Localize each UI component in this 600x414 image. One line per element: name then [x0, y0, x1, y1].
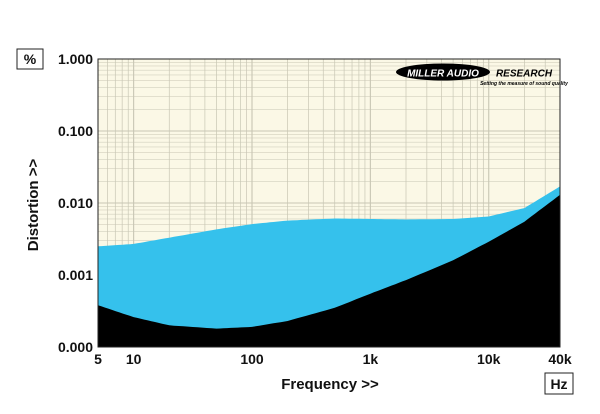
- logo-brand-right: RESEARCH: [496, 69, 553, 80]
- miller-audio-research-logo: MILLER AUDIO RESEARCH Setting the measur…: [396, 63, 568, 87]
- logo-tagline: Setting the measure of sound quality: [480, 81, 568, 87]
- lower-distortion-floor: [98, 194, 560, 347]
- x-tick-label: 100: [240, 351, 264, 367]
- x-unit-label: Hz: [550, 376, 567, 392]
- y-axis-title: Distortion >>: [25, 159, 42, 252]
- x-unit-box: Hz: [544, 372, 574, 395]
- x-tick-labels: 5 10 100 1k 10k 40k: [94, 351, 572, 367]
- x-tick-label: 10: [126, 351, 142, 367]
- y-tick-labels: 1.000 0.100 0.010 0.001 0.000: [58, 51, 93, 355]
- y-tick-label: 0.001: [58, 267, 93, 283]
- y-tick-label: 1.000: [58, 51, 93, 67]
- x-tick-label: 1k: [363, 351, 379, 367]
- x-tick-label: 5: [94, 351, 102, 367]
- plot-frame: [97, 58, 561, 348]
- x-tick-label: 10k: [477, 351, 501, 367]
- y-tick-label: 0.100: [58, 123, 93, 139]
- x-tick-label: 40k: [548, 351, 572, 367]
- y-unit-label: %: [24, 51, 37, 67]
- y-tick-label: 0.010: [58, 195, 93, 211]
- y-unit-box: %: [16, 48, 44, 70]
- x-axis-title: Frequency >>: [281, 376, 379, 393]
- y-tick-label: 0.000: [58, 339, 93, 355]
- logo-brand-left: MILLER AUDIO: [407, 69, 479, 80]
